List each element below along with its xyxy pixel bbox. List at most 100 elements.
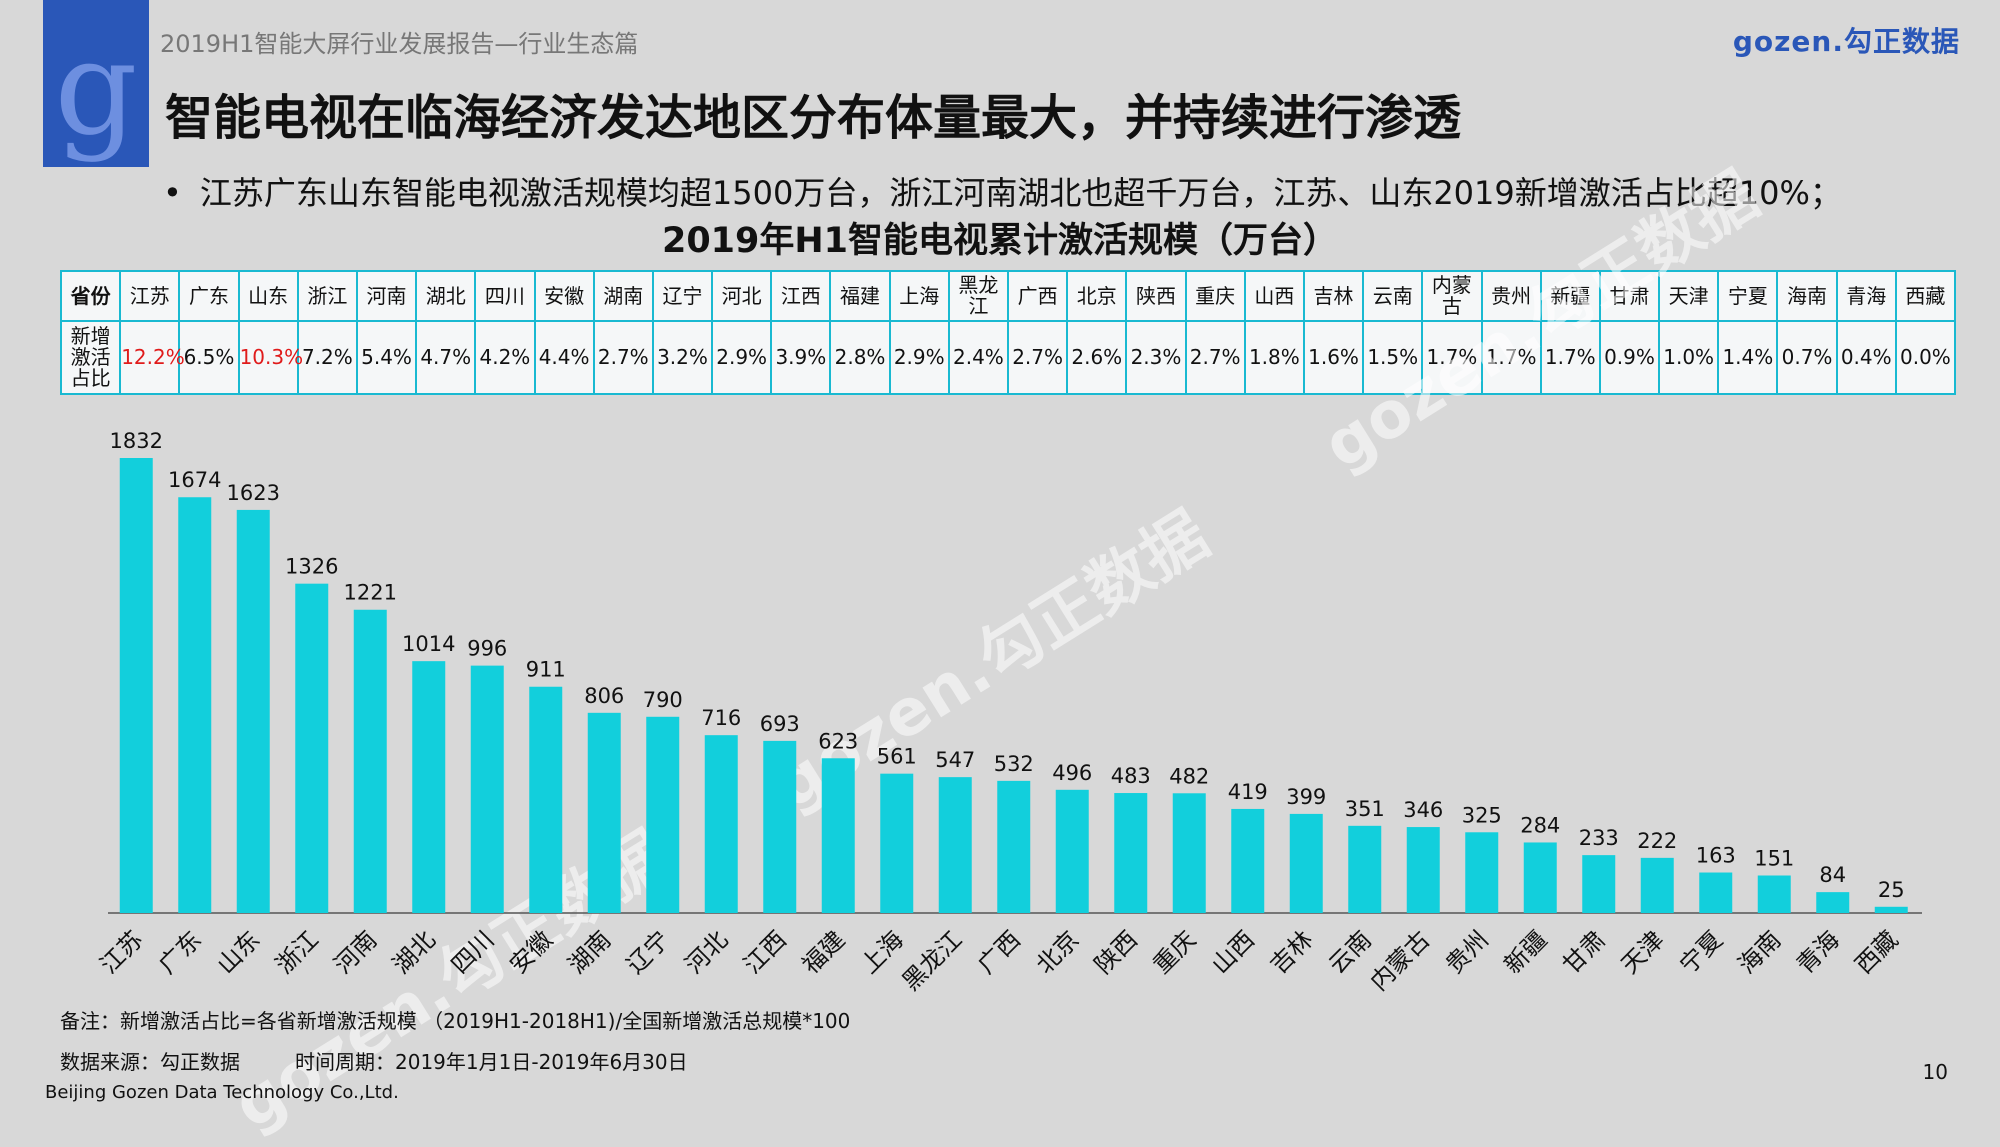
bar [1640, 857, 1674, 913]
share-cell: 1.7% [1480, 320, 1542, 395]
x-tick-label: 广西 [972, 925, 1026, 979]
data-label: 1326 [285, 555, 338, 579]
x-tick-label: 吉林 [1265, 925, 1319, 979]
page-title: 智能电视在临海经济发达地区分布体量最大，并持续进行渗透 [165, 90, 1462, 146]
share-cell: 1.0% [1658, 320, 1720, 395]
share-cell: 2.6% [1066, 320, 1128, 395]
data-label: 532 [994, 752, 1034, 776]
bar [178, 497, 212, 913]
data-label: 163 [1696, 844, 1736, 868]
province-cell: 福建 [829, 270, 891, 322]
share-cell: 1.8% [1243, 320, 1305, 395]
share-cell: 4.4% [533, 320, 595, 395]
x-tick-label: 湖北 [387, 925, 441, 979]
x-tick-label: 河南 [329, 925, 383, 979]
data-label: 806 [584, 684, 624, 708]
share-cell: 12.2% [119, 320, 185, 395]
bar [470, 665, 504, 913]
province-cell: 陕西 [1125, 270, 1187, 322]
bullet-text: 江苏广东山东智能电视激活规模均超1500万台，浙江河南湖北也超千万台，江苏、山东… [199, 174, 1842, 212]
share-cell: 2.4% [947, 320, 1010, 395]
province-cell: 甘肃 [1598, 270, 1661, 322]
data-label: 1832 [110, 429, 163, 453]
bar [587, 712, 621, 913]
province-row: 省份 江苏 广东 山东 浙江 河南 湖北 四川 安徽 湖南 辽宁 河北 江西 福建 上海 黑龙江 广西 北京 陕西… [59, 270, 1957, 322]
share-cell: 0.7% [1776, 320, 1838, 395]
company-name: Beijing Gozen Data Technology Co.,Ltd. [45, 1082, 399, 1103]
share-cell: 7.2% [296, 320, 358, 395]
share-cell: 1.4% [1717, 320, 1779, 395]
x-tick-label: 广东 [153, 925, 207, 979]
x-tick-label: 湖南 [563, 925, 617, 979]
bullet-point: • 江苏广东山东智能电视激活规模均超1500万台，浙江河南湖北也超千万台，江苏、山… [163, 168, 1842, 214]
bar [1523, 842, 1557, 913]
x-tick-label: 新疆 [1499, 925, 1553, 979]
bar [821, 758, 855, 913]
bar [236, 509, 270, 913]
data-label: 151 [1754, 846, 1794, 870]
data-label: 496 [1052, 761, 1092, 785]
x-tick-label: 江西 [738, 925, 792, 979]
x-tick-label: 海南 [1733, 925, 1787, 979]
bar [1465, 832, 1499, 913]
bar [880, 773, 914, 913]
data-label: 419 [1228, 780, 1268, 804]
bar [1406, 827, 1440, 913]
share-cell: 1.6% [1302, 320, 1365, 395]
data-label: 693 [760, 712, 800, 736]
share-cell: 0.4% [1835, 320, 1897, 395]
x-tick-label: 浙江 [270, 925, 324, 979]
share-cell: 0.0% [1894, 320, 1957, 395]
x-tick-label: 内蒙古 [1365, 925, 1436, 996]
province-cell: 云南 [1362, 270, 1424, 322]
data-label: 996 [467, 637, 507, 661]
province-cell: 四川 [474, 270, 536, 322]
x-tick-label: 福建 [797, 925, 851, 979]
bar [1172, 793, 1206, 913]
bar [412, 661, 446, 913]
province-cell: 黑龙江 [947, 270, 1010, 322]
bar [1348, 825, 1382, 913]
bar [1816, 892, 1850, 913]
bar [353, 609, 387, 913]
data-source: 数据来源：勾正数据 [60, 1050, 240, 1074]
share-cell: 2.9% [888, 320, 950, 395]
x-tick-label: 甘肃 [1557, 925, 1611, 979]
bar [295, 583, 329, 913]
province-cell: 海南 [1776, 270, 1838, 322]
activation-share-table: 省份 江苏 广东 山东 浙江 河南 湖北 四川 安徽 湖南 辽宁 河北 江西 福建 上海 黑龙江 广西 北京 陕西… [59, 270, 1957, 395]
data-label: 233 [1579, 826, 1619, 850]
data-label: 1221 [344, 581, 397, 605]
data-label: 716 [701, 706, 741, 730]
footnote: 备注：新增激活占比=各省新增激活规模 （2019H1-2018H1)/全国新增激… [60, 1009, 851, 1033]
chart-title: 2019年H1智能电视累计激活规模（万台） [661, 221, 1339, 261]
x-tick-label: 江苏 [95, 925, 149, 979]
time-period: 时间周期：2019年1月1日-2019年6月30日 [295, 1050, 688, 1074]
share-cell: 1.7% [1539, 320, 1601, 395]
share-cell: 10.3% [237, 320, 303, 395]
share-cell: 1.7% [1421, 320, 1483, 395]
bar [529, 686, 563, 913]
x-tick-label: 西藏 [1850, 925, 1904, 979]
bar [1114, 793, 1148, 913]
province-cell: 浙江 [296, 270, 358, 322]
province-cell: 江苏 [119, 270, 181, 322]
data-label: 284 [1520, 813, 1560, 837]
province-cell: 北京 [1066, 270, 1128, 322]
report-title: 2019H1智能大屏行业发展报告—行业生态篇 [160, 30, 639, 58]
share-cell: 3.9% [770, 320, 832, 395]
province-cell: 江西 [770, 270, 832, 322]
data-label: 84 [1819, 863, 1846, 887]
province-cell: 天津 [1658, 270, 1720, 322]
share-cell: 2.3% [1125, 320, 1187, 395]
x-tick-label: 安徽 [504, 925, 558, 979]
share-cell: 0.9% [1598, 320, 1661, 395]
province-cell: 山东 [237, 270, 299, 322]
data-label: 911 [526, 658, 566, 682]
share-cell: 2.8% [829, 320, 891, 395]
data-label: 790 [643, 688, 683, 712]
bar [1231, 808, 1265, 913]
x-tick-label: 山西 [1206, 925, 1260, 979]
data-label: 222 [1637, 829, 1677, 853]
province-cell: 宁夏 [1717, 270, 1779, 322]
